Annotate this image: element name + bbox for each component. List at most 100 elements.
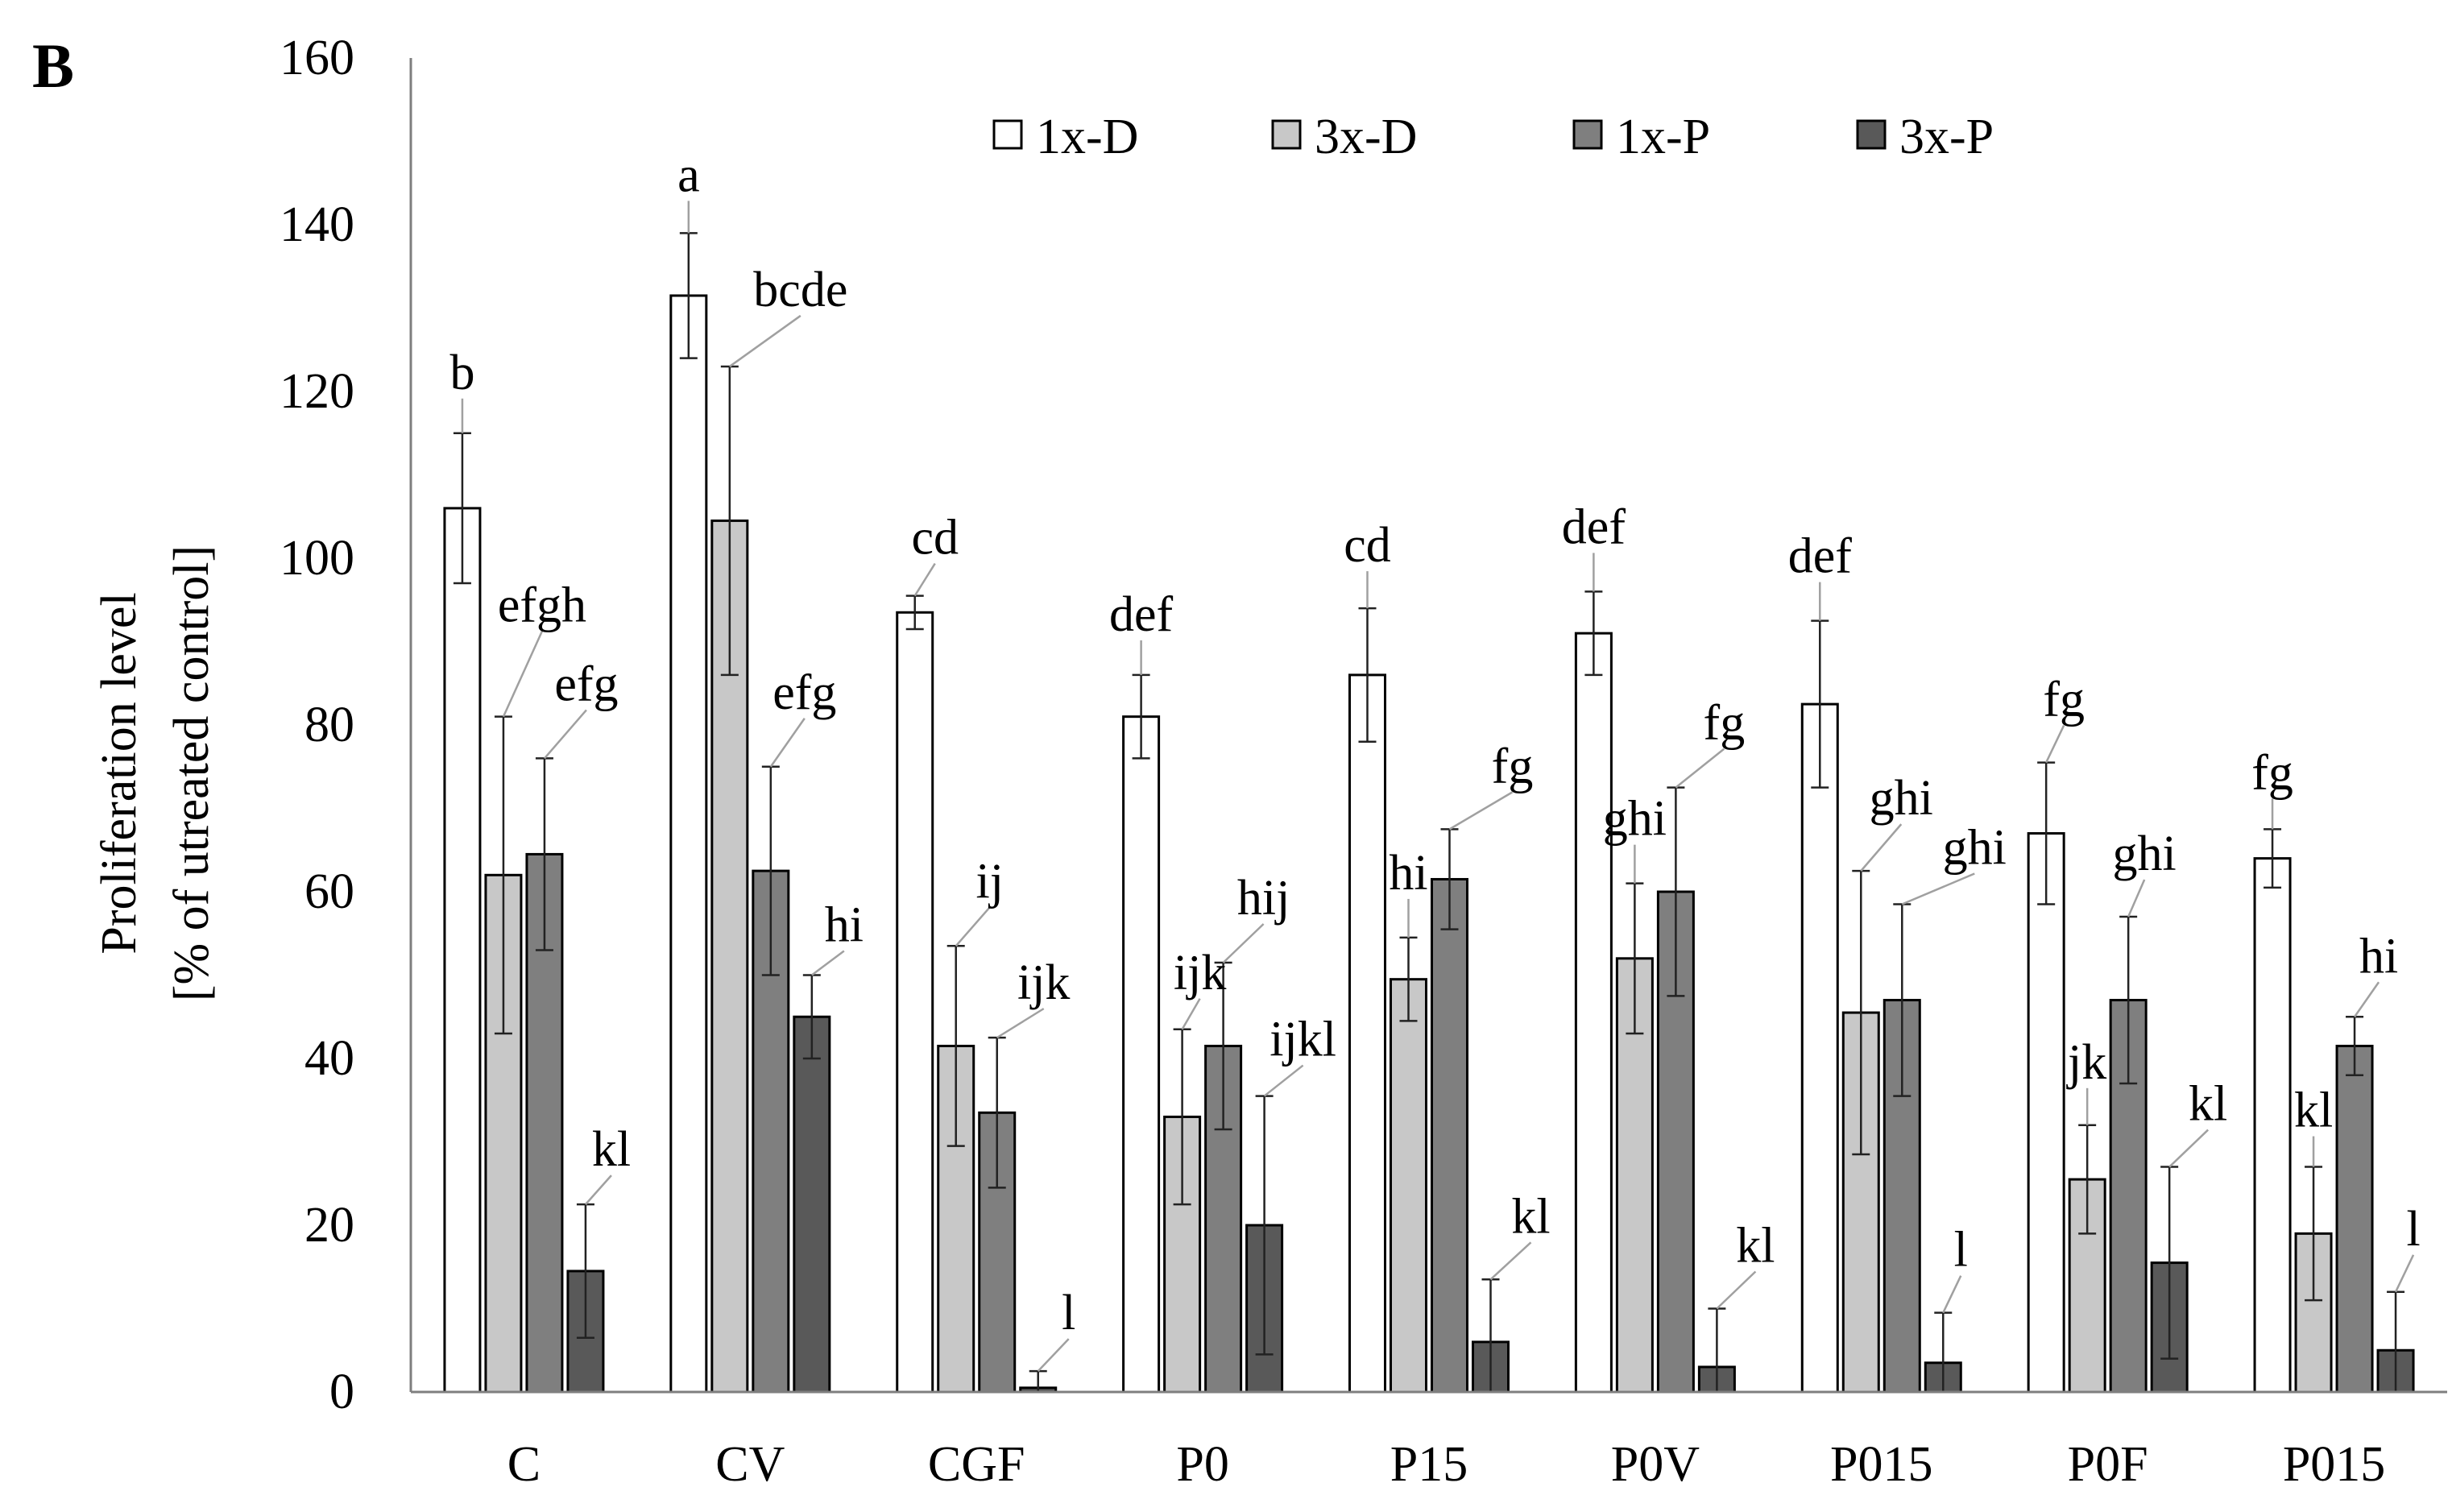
bar: [443, 507, 482, 1394]
y-tick-label: 80: [304, 698, 354, 752]
bar: [1431, 877, 1468, 1394]
significance-letter: fg: [1704, 696, 1746, 751]
bar: [1800, 702, 1839, 1394]
y-axis-title: Proliferation level [% of utreated contr…: [92, 545, 219, 1001]
bar: [793, 1015, 831, 1394]
y-tick-label: 160: [280, 31, 354, 85]
x-tick-label: CGF: [928, 1437, 1025, 1492]
bar: [1882, 999, 1921, 1394]
letter-leader-line: [2127, 879, 2146, 918]
significance-letter: efg: [772, 665, 836, 720]
significance-letter: l: [2406, 1202, 2420, 1257]
x-axis-tick-labels: C CV CGF P0 P15 P0V P015 P0F P015: [507, 1437, 2386, 1492]
y-tick-label: 40: [304, 1031, 354, 1086]
significance-letter: jk: [2066, 1035, 2106, 1090]
legend-label: 1x-P: [1616, 110, 1710, 164]
bar: [2335, 1044, 2374, 1394]
letter-leader-line: [1489, 1241, 1532, 1281]
significance-letter: ghi: [1603, 792, 1667, 847]
letter-leader-line: [2168, 1129, 2210, 1168]
significance-letter: ghi: [2113, 826, 2177, 881]
significance-letter: l: [1062, 1286, 1075, 1340]
bar: [1390, 978, 1427, 1394]
letter-leader-line: [1448, 791, 1514, 831]
significance-letters: befghefgklabcdeefghicdijijkldefijkhijijk…: [449, 147, 2421, 1372]
letter-leader-line: [913, 562, 936, 597]
legend-label: 3x-D: [1315, 110, 1417, 164]
letter-leader-line: [996, 1008, 1045, 1039]
letter-leader-line: [502, 631, 544, 718]
significance-letter: def: [1788, 529, 1853, 584]
significance-letter: kl: [2294, 1083, 2333, 1138]
x-tick-label: P0F: [2068, 1437, 2148, 1492]
x-tick-label: P015: [2283, 1437, 2385, 1492]
letter-leader-line: [769, 718, 806, 768]
letter-leader-line: [1037, 1338, 1070, 1372]
bar: [1348, 673, 1386, 1394]
letter-leader-line: [585, 1174, 612, 1205]
bar: [2294, 1232, 2333, 1394]
x-tick-label: P0: [1176, 1437, 1228, 1492]
x-tick-label: CV: [715, 1437, 785, 1492]
bar: [2253, 857, 2292, 1394]
y-tick-label: 0: [329, 1365, 354, 1419]
significance-letter: kl: [2189, 1077, 2227, 1132]
letter-leader-line: [1222, 923, 1265, 963]
panel-label: B: [32, 31, 74, 101]
bar: [2027, 832, 2065, 1394]
significance-letter: def: [1109, 587, 1174, 642]
significance-letter: a: [677, 147, 700, 202]
letter-leader-line: [2394, 1254, 2415, 1293]
x-tick-label: P0V: [1611, 1437, 1700, 1492]
y-axis-title-line-1: Proliferation level: [92, 592, 147, 954]
significance-letter: b: [449, 346, 474, 400]
letter-leader-line: [811, 950, 845, 976]
significance-letter: ijkl: [1269, 1013, 1336, 1067]
legend-swatch: [992, 119, 1023, 150]
significance-letter: hi: [2359, 929, 2398, 984]
x-tick-label: P015: [1830, 1437, 1932, 1492]
legend: 1x-D 3x-D 1x-P 3x-P: [992, 110, 1994, 164]
significance-letter: kl: [592, 1122, 631, 1177]
bar: [669, 294, 708, 1394]
bar: [1574, 632, 1613, 1394]
significance-letter: kl: [1511, 1189, 1550, 1244]
bar: [1122, 715, 1161, 1394]
y-tick-label: 60: [304, 864, 354, 919]
letter-leader-line: [543, 709, 587, 760]
significance-letter: efg: [554, 657, 618, 711]
bar: [896, 611, 934, 1394]
significance-letter: fg: [2251, 745, 2293, 800]
letter-leader-line: [1263, 1064, 1304, 1097]
significance-letter: l: [1954, 1223, 1968, 1278]
significance-letter: fg: [2043, 673, 2085, 727]
significance-letter: cd: [911, 511, 959, 565]
letter-leader-line: [1675, 748, 1725, 789]
y-axis-title-line-2: [% of utreated control]: [164, 545, 219, 1001]
legend-swatch: [1572, 119, 1603, 150]
legend-label: 3x-P: [1899, 110, 1994, 164]
significance-letter: ijk: [1017, 955, 1070, 1010]
y-tick-label: 100: [280, 531, 354, 586]
letter-leader-line: [1942, 1275, 1962, 1314]
axes: [409, 58, 2447, 1394]
significance-letter: fg: [1492, 739, 1534, 793]
letter-leader-line: [2045, 725, 2065, 764]
significance-letter: ij: [975, 854, 1003, 909]
significance-letter: bcde: [753, 263, 847, 317]
significance-letter: ijk: [1174, 946, 1226, 1000]
significance-letter: ghi: [1870, 771, 1933, 826]
significance-letter: efgh: [498, 578, 586, 633]
significance-letter: kl: [1736, 1219, 1775, 1274]
y-axis-ticks: 0 20 40 60 80 100 120 140 160: [280, 31, 354, 1419]
error-bars: [453, 232, 2405, 1394]
legend-swatch: [1271, 119, 1302, 150]
letter-leader-line: [955, 906, 991, 947]
y-tick-label: 140: [280, 197, 354, 252]
legend-label: 1x-D: [1036, 110, 1138, 164]
letter-leader-line: [1716, 1270, 1757, 1310]
letter-leader-line: [2354, 981, 2380, 1017]
letter-leader-line: [1860, 823, 1903, 872]
significance-letter: cd: [1344, 518, 1391, 573]
